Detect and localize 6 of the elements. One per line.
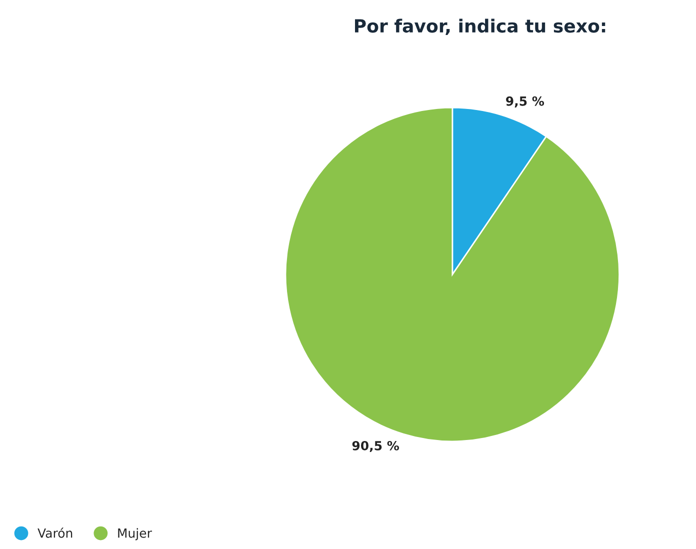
data-label: 9,5 % [506,96,544,108]
data-label: 90,5 % [352,440,400,452]
legend-label: Varón [38,528,72,538]
chart-title: Por favor, indica tu sexo: [355,18,606,35]
legend-label: Mujer [118,528,152,540]
pie-slice [284,106,620,442]
